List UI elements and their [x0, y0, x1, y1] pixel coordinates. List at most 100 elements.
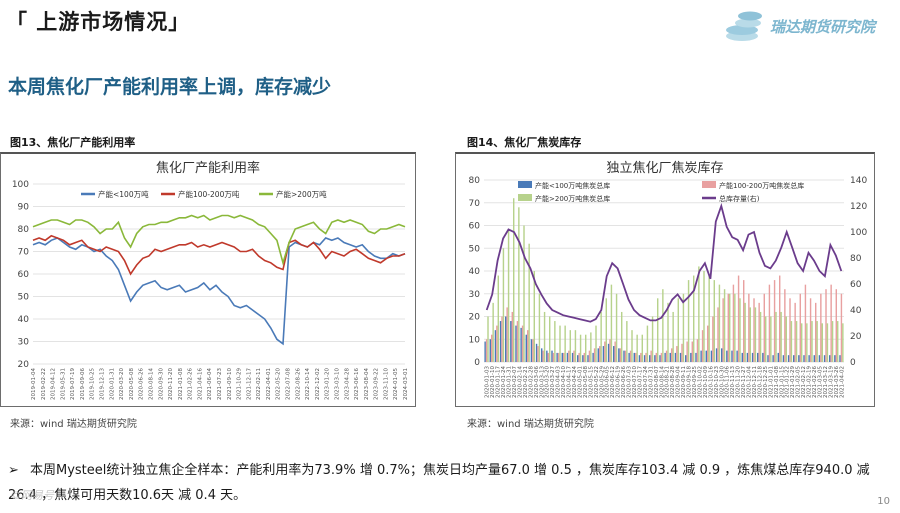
x-tick-label: 2019-02-22	[41, 368, 47, 400]
bar	[516, 321, 519, 362]
bar	[597, 348, 599, 362]
bar	[610, 284, 613, 362]
capacity-utilization-chart: 焦化厂产能利用率 20 30 40 50 60 70 80 90 100 2019-01-04 201…	[12, 160, 409, 400]
bar	[528, 243, 530, 362]
y-tick-label: 40	[18, 315, 30, 325]
bar	[737, 275, 740, 362]
bar	[665, 350, 668, 363]
x-tick-label: 2023-08-04	[364, 368, 370, 400]
x-tick-label: 2020-06-12	[610, 366, 616, 398]
series-line	[32, 234, 406, 276]
x-tick-label: 2019-10-25	[90, 368, 96, 400]
x-tick-label: 2020-09-30	[158, 368, 164, 400]
x-tick-label: 2020-02-14	[517, 366, 523, 398]
x-tick-label: 2022-12-02	[315, 368, 321, 400]
y-tick-label: 90	[18, 203, 30, 213]
y2-tick-label: 60	[850, 280, 862, 290]
bar	[829, 355, 831, 362]
y-tick-label: 10	[469, 335, 481, 345]
bar	[744, 302, 746, 362]
bar	[643, 355, 646, 362]
bar	[657, 298, 659, 362]
bar	[485, 339, 488, 362]
legend-label: 产能100-200万吨	[178, 189, 240, 199]
watermark: ©网易号	[10, 489, 54, 502]
bar	[646, 325, 649, 362]
bar	[806, 323, 808, 362]
x-tick-label: 2023-09-22	[374, 368, 380, 400]
bar	[595, 325, 597, 362]
y2-tick-label: 140	[850, 176, 867, 186]
x-tick-label: 2021-02-05	[796, 366, 802, 398]
bar	[794, 302, 796, 362]
bar	[624, 350, 627, 363]
bar	[723, 289, 726, 362]
bar	[530, 339, 533, 362]
page-number: 10	[877, 496, 890, 507]
legend-label: 总库存量(右)	[719, 194, 760, 203]
x-tick-label: 2021-01-08	[774, 366, 780, 398]
bar	[839, 355, 841, 362]
bar	[621, 311, 623, 362]
x-tick-label: 2021-01-15	[779, 366, 785, 398]
x-tick-label: 2020-07-03	[627, 366, 633, 398]
bar	[686, 341, 688, 362]
bar	[757, 352, 759, 362]
chart-title: 焦化厂产能利用率	[156, 160, 260, 176]
bullet-arrow-icon: ➢	[8, 463, 19, 478]
bar	[582, 355, 584, 362]
bar	[484, 341, 486, 362]
bar	[753, 298, 755, 362]
y-tick-label: 40	[469, 267, 481, 277]
x-tick-label: 2020-08-28	[670, 366, 676, 398]
bar	[842, 323, 844, 362]
bar	[748, 293, 750, 362]
x-tick-label: 2020-10-23	[714, 366, 720, 398]
bar	[502, 248, 505, 362]
x-tick-label: 2022-10-14	[305, 368, 311, 400]
y-tick-label: 20	[18, 360, 30, 370]
x-tick-label: 2020-12-11	[752, 366, 758, 398]
x-tick-label: 2023-11-10	[383, 368, 389, 400]
x-tick-label: 2020-06-05	[605, 366, 611, 398]
y-tick-label: 80	[469, 176, 481, 186]
bar	[787, 355, 790, 362]
bar	[515, 325, 517, 362]
figure-13-frame: 焦化厂产能利用率 20 30 40 50 60 70 80 90 100 2019-01-04 201…	[0, 152, 416, 407]
x-tick-label: 2019-05-31	[60, 368, 66, 400]
x-tick-label: 2023-03-10	[334, 368, 340, 400]
bar	[831, 321, 834, 362]
bar	[563, 352, 565, 362]
bar	[649, 355, 651, 362]
bar	[837, 321, 839, 362]
bar	[579, 334, 582, 362]
bar	[561, 352, 563, 362]
bar	[521, 325, 524, 362]
x-tick-label: 2020-12-18	[757, 366, 763, 398]
y-tick-label: 70	[469, 199, 481, 209]
y-tick-label: 50	[18, 293, 30, 303]
bar	[820, 293, 822, 362]
bar	[759, 311, 762, 362]
bar	[721, 348, 723, 362]
x-tick-label: 2020-10-09	[703, 366, 709, 398]
bar	[695, 352, 697, 362]
bar	[784, 289, 786, 362]
bar	[768, 284, 771, 362]
x-tick-label: 2020-04-03	[556, 366, 562, 398]
bar	[718, 284, 721, 362]
x-tick-label: 2020-06-19	[616, 366, 622, 398]
bar	[510, 321, 512, 362]
bar	[780, 311, 782, 362]
x-tick-label: 2023-01-20	[325, 368, 331, 400]
bar	[600, 311, 602, 362]
bar	[487, 316, 489, 362]
y-tick-label: 20	[469, 313, 481, 323]
bar	[501, 316, 503, 362]
bar	[682, 293, 685, 362]
bar	[573, 350, 575, 363]
x-tick-label: 2021-02-12	[801, 366, 807, 398]
y2-tick-label: 0	[850, 358, 856, 368]
bar	[696, 339, 699, 362]
series-line	[485, 202, 843, 323]
